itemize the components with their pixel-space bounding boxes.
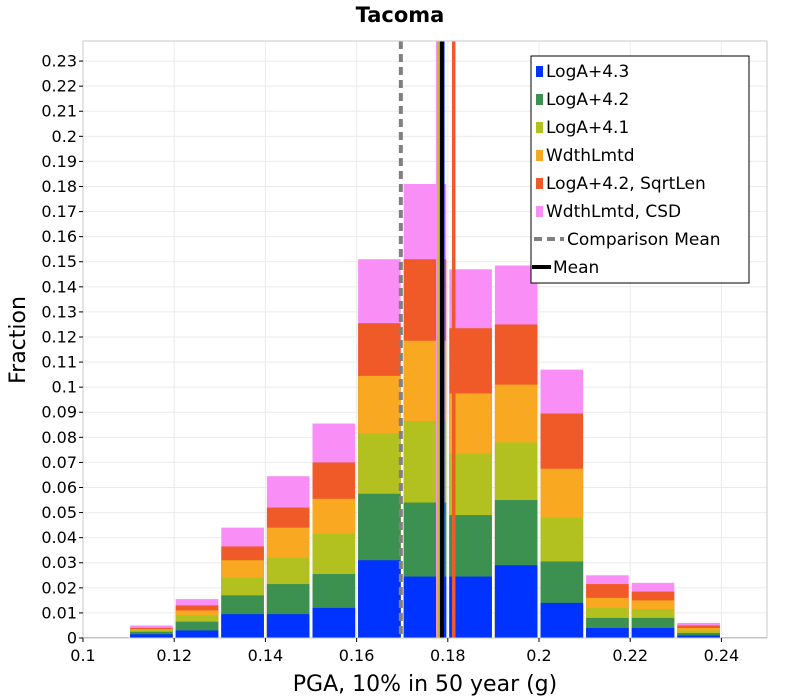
legend-label: LogA+4.2	[546, 90, 629, 110]
legend-label: Mean	[553, 258, 599, 278]
x-tick-label: 0.2	[526, 646, 551, 665]
bar-segment	[494, 565, 538, 638]
x-tick-label: 0.24	[704, 646, 740, 665]
legend-label: WdthLmtd	[546, 146, 635, 166]
y-tick-label: 0.07	[41, 453, 77, 472]
bar-segment	[540, 602, 584, 638]
chart-title: Tacoma	[356, 3, 445, 27]
y-tick-label: 0.23	[41, 52, 77, 71]
legend-label: Comparison Mean	[567, 230, 721, 250]
legend-label: WdthLmtd, CSD	[546, 202, 681, 222]
x-tick-label: 0.1	[70, 646, 95, 665]
x-tick-label: 0.16	[339, 646, 375, 665]
y-tick-label: 0.01	[41, 603, 77, 622]
bar-segment	[221, 614, 264, 638]
y-tick-label: 0.02	[41, 578, 77, 597]
y-tick-label: 0.21	[41, 102, 77, 121]
y-tick-label: 0.03	[41, 553, 77, 572]
y-tick-label: 0.12	[41, 327, 77, 346]
y-tick-label: 0.1	[52, 378, 77, 397]
y-tick-label: 0.04	[41, 528, 77, 547]
y-tick-label: 0.16	[41, 227, 77, 246]
bar-segment	[631, 627, 675, 638]
y-tick-label: 0.09	[41, 403, 77, 422]
bar-segment	[175, 630, 219, 638]
y-tick-label: 0.06	[41, 478, 77, 497]
chart-legend: LogA+4.3 LogA+4.2 LogA+4.1 WdthLmtd LogA+4.2…	[530, 55, 750, 284]
legend-label: LogA+4.3	[546, 62, 629, 82]
y-tick-label: 0	[67, 629, 77, 648]
legend-swatch	[536, 94, 543, 105]
legend-swatch	[536, 178, 543, 189]
bar-segment	[677, 635, 720, 638]
y-tick-label: 0.11	[41, 353, 77, 372]
y-tick-label: 0.15	[41, 252, 77, 271]
legend-label: LogA+4.1	[546, 118, 629, 138]
plot-border	[82, 40, 768, 639]
y-tick-label: 0.13	[41, 302, 77, 321]
legend-box	[530, 55, 750, 284]
y-tick-label: 0.22	[41, 77, 77, 96]
y-tick-label: 0.08	[41, 428, 77, 447]
legend-swatch	[536, 206, 543, 217]
x-tick-label: 0.14	[248, 646, 284, 665]
x-tick-label: 0.12	[156, 646, 192, 665]
legend-swatch	[536, 122, 543, 133]
bar-segment	[358, 560, 401, 638]
bar-segment	[266, 614, 310, 638]
legend-swatch	[536, 150, 543, 161]
y-axis-label: Fraction	[6, 296, 31, 384]
bar-segment	[586, 627, 629, 638]
x-axis-label: PGA, 10% in 50 year (g)	[293, 672, 557, 697]
legend-label: LogA+4.2, SqrtLen	[546, 174, 706, 194]
legend-swatch	[536, 66, 543, 77]
y-tick-label: 0.14	[41, 277, 77, 296]
bar-segment	[130, 634, 173, 638]
y-tick-label: 0.19	[41, 152, 77, 171]
y-tick-label: 0.17	[41, 202, 77, 221]
y-tick-label: 0.2	[52, 127, 77, 146]
bar-segment	[312, 607, 356, 638]
y-tick-label: 0.18	[41, 177, 77, 196]
bar-segment	[449, 576, 492, 638]
x-tick-label: 0.22	[612, 646, 648, 665]
x-tick-label: 0.18	[430, 646, 466, 665]
y-tick-label: 0.05	[41, 503, 77, 522]
